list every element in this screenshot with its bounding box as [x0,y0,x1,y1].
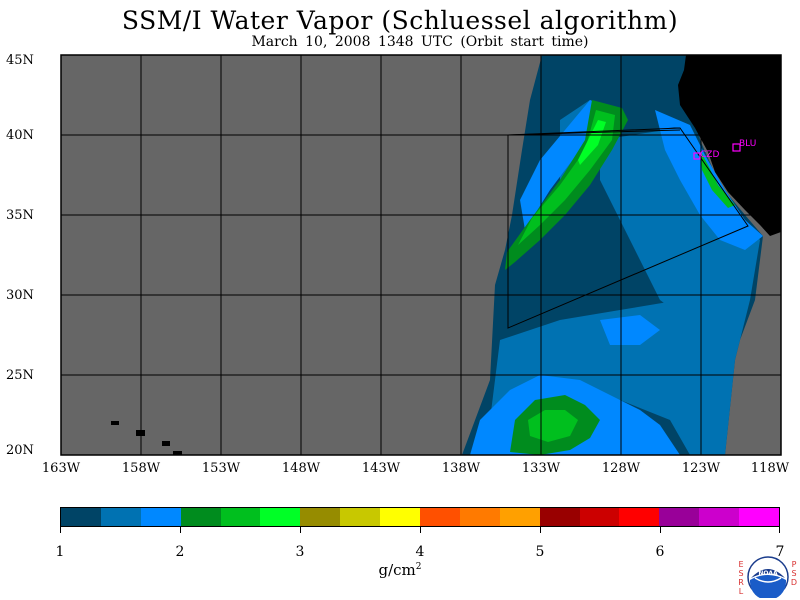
lon-label-163w: 163W [41,461,81,476]
colorbar-segment [260,508,301,526]
colorbar-segment [499,508,540,526]
colorbar-segment [300,508,341,526]
colorbar-tick-3: 3 [295,544,305,560]
colorbar-tick-1: 1 [55,544,65,560]
lon-label-148w: 148W [281,461,321,476]
map-title: SSM/I Water Vapor (Schluessel algorithm) [121,6,679,35]
study-region-triangle [507,127,749,329]
colorbar-segment [579,508,620,526]
colorbar-segment [539,508,580,526]
colorbar [60,507,780,527]
map-frame [60,54,782,456]
lat-label-20n: 20N [6,443,34,458]
colorbar-units: g/cm2 [360,561,440,579]
colorbar-segment [100,508,141,526]
lon-label-128w: 128W [601,461,641,476]
station-marker-blu [732,143,741,152]
lon-label-133w: 133W [521,461,561,476]
esrl-letter: E [738,560,744,569]
colorbar-segment [180,508,221,526]
colorbar-tick-7: 7 [775,544,785,560]
colorbar-tick-6: 6 [655,544,665,560]
station-label-blu: BLU [739,139,756,149]
lat-label-45n: 45N [6,53,34,68]
lon-label-123w: 123W [681,461,721,476]
lat-label-40n: 40N [6,128,34,143]
lon-label-158w: 158W [121,461,161,476]
colorbar-tick-4: 4 [415,544,425,560]
colorbar-segment [699,508,740,526]
colorbar-segment [61,508,101,526]
lat-lon-grid [61,55,781,455]
lon-label-143w: 143W [361,461,401,476]
colorbar-tickmark [180,527,181,533]
colorbar-tick-5: 5 [535,544,545,560]
colorbar-tickmark [660,527,661,533]
psd-letter: D [790,578,798,587]
land-north-america [678,55,781,236]
station-marker-czd [693,152,701,160]
units-exponent: 2 [415,562,422,572]
colorbar-tickmark [300,527,301,533]
swath-light-3 [600,315,660,345]
swath-mid-2 [490,300,735,455]
colorbar-segment [220,508,261,526]
lat-label-35n: 35N [6,208,34,223]
colorbar-segment [140,508,181,526]
colorbar-segment [380,508,421,526]
colorbar-segment [659,508,700,526]
lon-label-118w: 118W [750,461,790,476]
esrl-letter: R [738,578,744,587]
colorbar-tick-2: 2 [175,544,185,560]
noaa-logo: NOAA [747,556,789,598]
psd-letters: P S D [789,560,799,587]
psd-letter: S [791,569,797,578]
lon-label-138w: 138W [441,461,481,476]
lat-label-25n: 25N [6,368,34,383]
colorbar-segment [459,508,500,526]
colorbar-segment [420,508,460,526]
units-text: g/cm [378,561,416,579]
lon-label-153w: 153W [201,461,241,476]
esrl-letters: E S R L [736,560,746,596]
esrl-letter: L [738,587,744,596]
map-subtitle: March 10, 2008 1348 UTC (Orbit start tim… [251,34,589,50]
colorbar-tickmark [540,527,541,533]
psd-letter: P [791,560,797,569]
noaa-badge-text: NOAA [758,570,778,577]
colorbar-tickmark [779,527,780,533]
colorbar-tickmark [420,527,421,533]
station-label-czd: CZD [700,150,719,160]
colorbar-tickmark [60,527,61,533]
lat-label-30n: 30N [6,288,34,303]
colorbar-segment [340,508,381,526]
colorbar-segment [739,508,780,526]
colorbar-segment [619,508,660,526]
esrl-letter: S [738,569,744,578]
